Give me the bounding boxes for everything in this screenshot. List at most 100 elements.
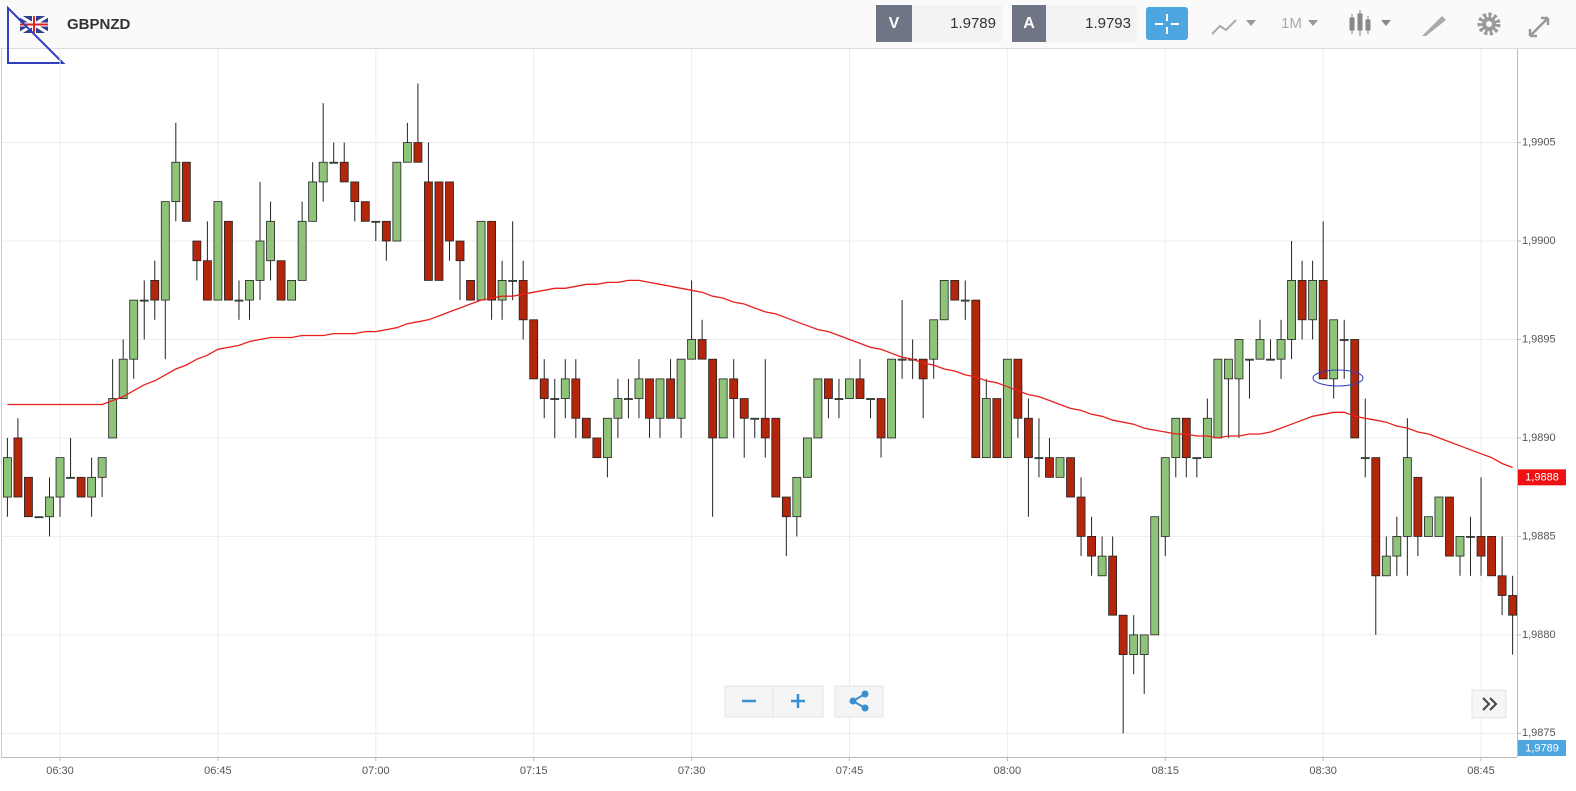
x-tick-label: 07:00 — [362, 765, 390, 777]
chart-type-button[interactable] — [1211, 19, 1256, 35]
candle-body — [1508, 595, 1518, 616]
candle-body — [318, 161, 328, 183]
candle-body — [1213, 358, 1223, 439]
share-button[interactable] — [834, 685, 884, 718]
candle-body — [971, 299, 981, 459]
candle-body — [781, 496, 791, 518]
candle-body — [760, 417, 770, 439]
candle-body — [1024, 417, 1033, 459]
y-tick-label: 1,9880 — [1522, 629, 1556, 641]
candle-body — [392, 161, 402, 242]
candle-body — [739, 398, 749, 419]
candle-body — [645, 378, 654, 419]
candle-body — [34, 516, 44, 519]
y-tick-label: 1,9885 — [1522, 530, 1556, 542]
candle-body — [550, 398, 560, 400]
last-price-tag — [1518, 740, 1566, 756]
candle-body — [624, 398, 633, 400]
current-price-label: 1,9888 — [1525, 472, 1559, 484]
crosshair-button[interactable] — [1146, 7, 1188, 40]
candle-body — [234, 299, 244, 302]
candle-body — [634, 378, 644, 399]
candle-body — [1466, 536, 1475, 538]
candle-body — [1276, 339, 1286, 360]
candle-body — [1402, 457, 1412, 537]
candle-body — [666, 378, 675, 419]
settings-button[interactable] — [1477, 12, 1501, 36]
candle-body — [445, 181, 454, 242]
fullscreen-button[interactable] — [1528, 16, 1550, 38]
candle-body — [897, 358, 907, 361]
zoom-in-button[interactable] — [772, 685, 824, 718]
candle-body — [697, 339, 707, 360]
candle-body — [13, 437, 23, 498]
bid-box — [912, 5, 1002, 42]
candle-body — [602, 417, 612, 459]
candle-body — [1297, 280, 1307, 321]
candle-body — [1445, 496, 1454, 557]
candle-body — [245, 280, 254, 301]
candle-body — [518, 280, 528, 321]
scroll-end-button[interactable] — [1471, 689, 1507, 719]
x-tick-label: 06:45 — [204, 765, 232, 777]
last-price-label: 1,9789 — [1525, 742, 1559, 754]
candle-body — [824, 378, 833, 399]
candle-body — [918, 358, 928, 380]
x-tick-label: 08:45 — [1467, 765, 1495, 777]
candle-body — [192, 240, 202, 262]
candle-body — [1171, 417, 1181, 459]
candle-body — [1139, 634, 1149, 655]
candle-body — [1066, 457, 1075, 498]
axis-labels: 1,9875 1,9880 1,9885 1,9890 1,9895 1,9900 1,99… — [46, 136, 1566, 777]
candle-body — [150, 280, 160, 301]
candle-body — [508, 280, 518, 282]
candle-body — [771, 417, 781, 498]
candle-body — [3, 457, 12, 498]
candle-body — [1487, 536, 1496, 577]
candle-body — [213, 201, 223, 301]
candle-body — [845, 378, 854, 399]
candle-body — [866, 398, 875, 400]
candle-style-button[interactable] — [1349, 10, 1391, 36]
candle-body — [1013, 358, 1023, 419]
candle-body — [1266, 358, 1275, 361]
symbol: GBPNZD — [67, 16, 131, 33]
candle-body — [1371, 457, 1381, 577]
flag — [19, 14, 49, 35]
candle-body — [108, 398, 118, 439]
candle-body — [1002, 358, 1012, 459]
draw-button[interactable] — [1422, 16, 1446, 36]
candle-body — [1255, 339, 1265, 360]
candle-body — [87, 476, 97, 498]
x-tick-label: 07:45 — [836, 765, 864, 777]
candle-body — [1202, 417, 1212, 459]
candle-body — [297, 220, 307, 281]
candle-body — [539, 378, 549, 399]
candle-body — [97, 457, 107, 478]
candle-body — [487, 220, 496, 301]
candle-body — [729, 378, 739, 399]
candle-body — [939, 280, 949, 321]
candle-body — [381, 220, 391, 242]
bid-button[interactable] — [876, 5, 912, 42]
candle-body — [224, 220, 233, 301]
candle-body — [876, 398, 886, 439]
ask-button[interactable] — [1012, 5, 1046, 42]
candle-body — [813, 378, 823, 439]
timeframe[interactable]: 1M — [1281, 15, 1302, 32]
candle-body — [750, 417, 760, 420]
candle-body — [45, 496, 54, 518]
zoom-out-button[interactable] — [724, 685, 774, 718]
candle-body — [24, 476, 33, 518]
candle-body — [1045, 457, 1054, 478]
candle-body — [676, 358, 686, 419]
candle-body — [466, 280, 475, 301]
candle-body — [1160, 457, 1170, 537]
candle-body — [1076, 496, 1086, 537]
candle-body — [560, 378, 570, 399]
current-price-tag — [1518, 469, 1566, 486]
candle-body — [1308, 280, 1318, 321]
candle-body — [413, 142, 423, 163]
candle-body — [129, 299, 139, 360]
